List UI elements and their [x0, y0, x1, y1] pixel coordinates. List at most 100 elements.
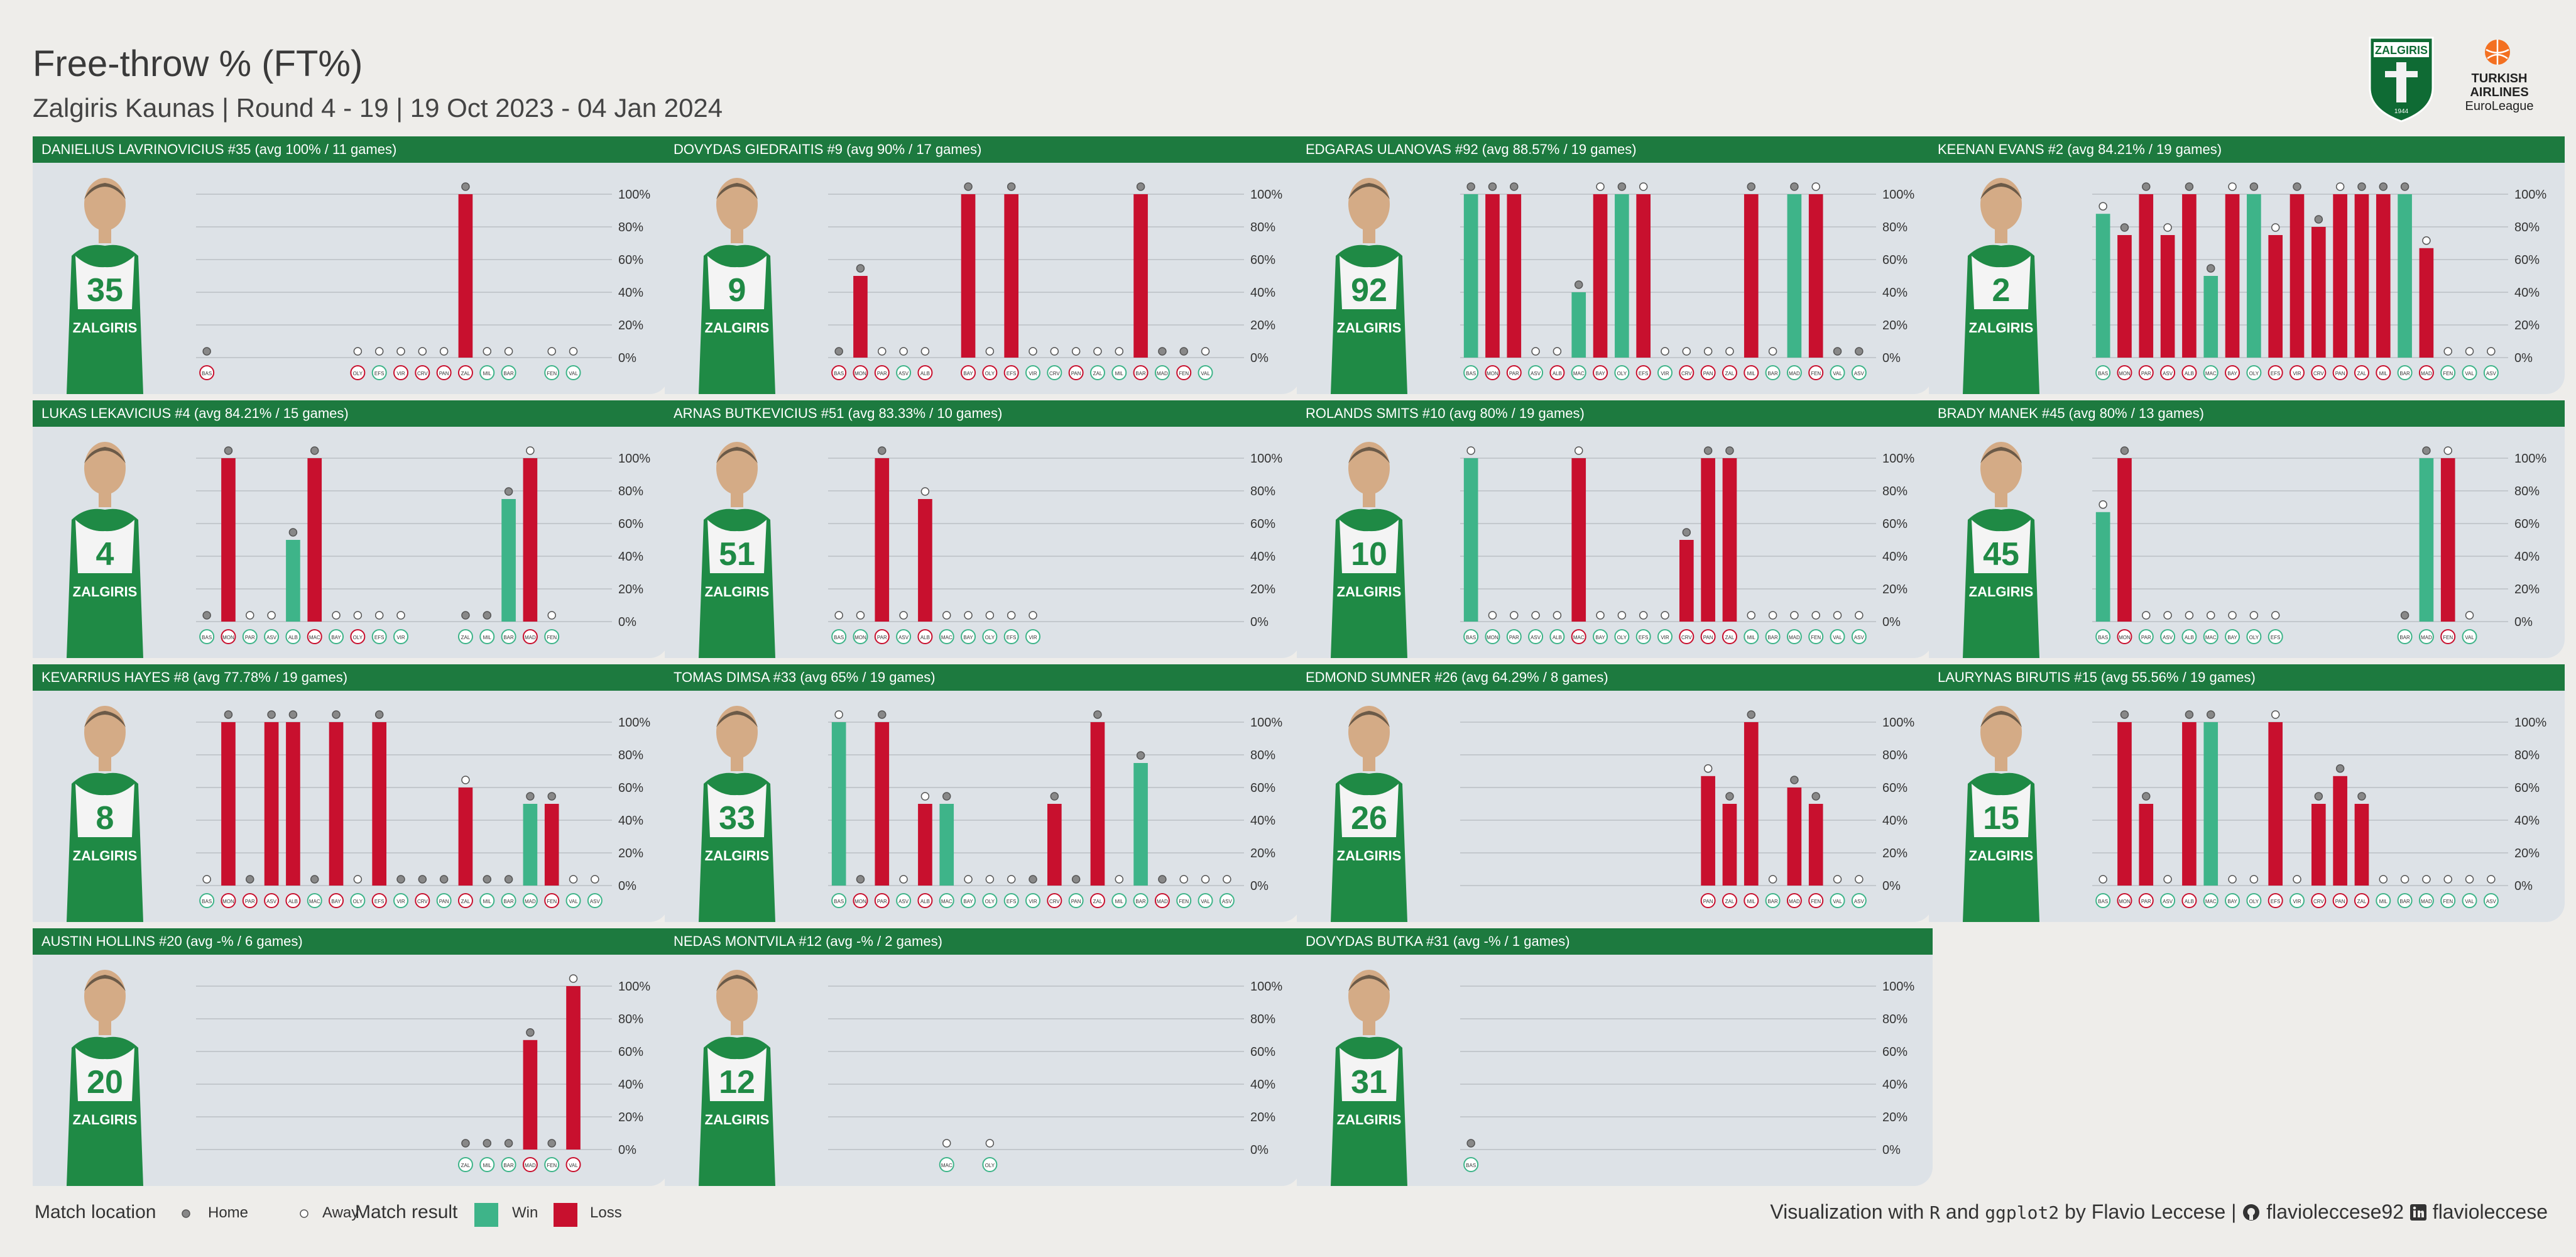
jersey-number: 15 — [1983, 800, 2019, 837]
home-marker — [332, 710, 341, 719]
y-tick-label: 100% — [1882, 452, 1914, 466]
ft-bar — [458, 194, 473, 358]
opponent-logo-code: PAR — [877, 635, 887, 640]
opponent-logo — [1198, 365, 1213, 380]
opponent-logo — [350, 365, 366, 380]
opponent-logo — [544, 893, 560, 908]
opponent-logo-code: VAL — [2465, 635, 2474, 640]
jersey-number: 45 — [1983, 536, 2019, 573]
opponent-logo-code: MIL — [2379, 371, 2388, 376]
opponent-logo-code: ASV — [898, 635, 909, 640]
home-marker — [2400, 611, 2410, 620]
y-tick-label: 100% — [1250, 980, 1282, 994]
ft-chart: 0% 20% 40% 60% 80% 100% BAS MON PAR ASV ALB MAC BAY O… — [2092, 446, 2546, 644]
away-marker — [2163, 875, 2172, 884]
opponent-logo-code: FEN — [1811, 899, 1821, 904]
y-tick-label: 60% — [1250, 1045, 1275, 1059]
y-tick-label: 60% — [2514, 781, 2540, 795]
opponent-logo — [1003, 893, 1019, 908]
home-marker — [374, 710, 384, 719]
credits-github[interactable]: flavioleccese92 — [2266, 1200, 2404, 1223]
page-subtitle: Zalgiris Kaunas | Round 4 - 19 | 19 Oct … — [33, 92, 723, 123]
opponent-logo — [501, 365, 516, 380]
player-photo: 92 ZALGIRIS — [1331, 178, 1407, 394]
ft-bar — [853, 276, 868, 358]
player-neck — [99, 756, 111, 771]
opponent-logo — [2483, 365, 2499, 380]
away-marker — [2098, 202, 2107, 211]
opponent-logo-code: CRV — [417, 371, 428, 376]
y-tick-label: 0% — [2514, 879, 2533, 893]
y-tick-label: 80% — [1882, 749, 1907, 762]
player-panel: DANIELIUS LAVRINOVICIUS #35 (avg 100% / … — [33, 136, 669, 394]
credits-linkedin[interactable]: flavioleccese — [2432, 1200, 2548, 1223]
team-logo: ZALGIRIS 1944 — [2369, 36, 2434, 123]
y-tick-label: 0% — [618, 879, 636, 893]
opponent-logo — [1808, 893, 1824, 908]
ft-bar — [1679, 540, 1694, 622]
opponent-logo — [2289, 893, 2305, 908]
opponent-logo — [2203, 365, 2219, 380]
home-marker — [834, 347, 843, 356]
home-marker — [942, 792, 951, 801]
away-marker — [1115, 875, 1124, 884]
player-hair — [1348, 183, 1390, 199]
away-marker — [1639, 611, 1648, 620]
jersey-logo-text: ZALGIRIS — [1969, 584, 2034, 600]
y-tick-label: 40% — [1882, 550, 1907, 564]
opponent-logo-code: PAN — [2335, 899, 2345, 904]
opponent-logo — [2397, 893, 2413, 908]
opponent-logo-code: MAD — [2421, 635, 2432, 640]
y-tick-label: 20% — [1882, 319, 1907, 332]
opponent-logo — [1700, 893, 1716, 908]
opponent-logo — [1722, 629, 1737, 644]
opponent-logo-code: OLY — [1617, 635, 1627, 640]
ft-bar — [221, 458, 236, 622]
opponent-logo — [565, 1157, 581, 1172]
away-marker — [920, 487, 930, 496]
ft-bar — [2419, 458, 2434, 622]
opponent-logo — [479, 893, 495, 908]
opponent-logo — [874, 893, 890, 908]
opponent-logo — [1111, 365, 1127, 380]
opponent-logo-code: BAS — [834, 635, 844, 640]
opponent-logo-code: MIL — [483, 635, 492, 640]
ft-bar — [875, 458, 890, 622]
ft-chart: 0% 20% 40% 60% 80% 100% BAS MON PAR ASV ALB MAC BAY O… — [1460, 182, 1914, 380]
opponent-logo-code: OLY — [353, 371, 363, 376]
away-marker — [1661, 347, 1669, 356]
opponent-logo — [1786, 893, 1802, 908]
opponent-logo — [2268, 893, 2283, 908]
home-marker — [1510, 182, 1519, 191]
opponent-logo — [1047, 893, 1062, 908]
jersey-logo-text: ZALGIRIS — [1337, 848, 1402, 864]
github-icon — [2243, 1204, 2260, 1221]
home-marker — [461, 1139, 470, 1148]
opponent-logo-code: FEN — [547, 635, 557, 640]
home-marker — [1833, 347, 1842, 356]
opponent-logo — [1593, 629, 1608, 644]
away-marker — [899, 611, 908, 620]
jersey-logo-text: ZALGIRIS — [705, 584, 770, 600]
opponent-logo — [1808, 629, 1824, 644]
opponent-logo-code: EFS — [374, 899, 385, 904]
ft-bar — [2160, 235, 2175, 358]
y-tick-label: 60% — [1250, 781, 1275, 795]
home-marker — [504, 487, 513, 496]
away-marker — [2443, 446, 2452, 455]
opponent-logo-code: VAL — [1833, 899, 1842, 904]
y-tick-label: 40% — [1250, 1078, 1275, 1092]
opponent-logo — [1765, 629, 1781, 644]
y-tick-label: 100% — [618, 452, 650, 466]
opponent-logo-code: BAS — [1466, 371, 1476, 376]
away-marker — [439, 347, 449, 356]
opponent-logo — [1528, 629, 1544, 644]
player-photo: 9 ZALGIRIS — [699, 178, 775, 394]
opponent-logo-code: ASV — [1854, 635, 1865, 640]
player-head — [84, 178, 126, 231]
player-photo: 35 ZALGIRIS — [67, 178, 143, 394]
opponent-logo — [457, 629, 473, 644]
opponent-logo-code: FEN — [547, 371, 557, 376]
opponent-logo-code: MAC — [2205, 371, 2217, 376]
home-marker — [461, 611, 470, 620]
